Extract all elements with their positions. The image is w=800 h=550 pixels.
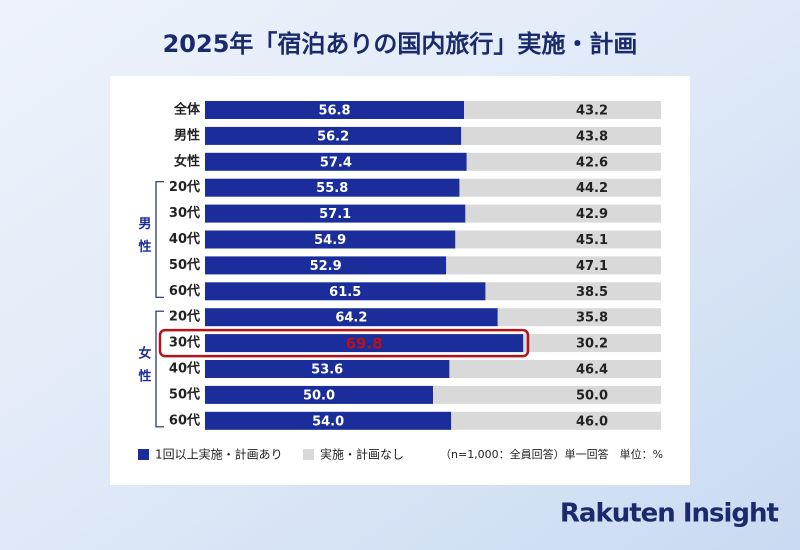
bar-segment <box>205 411 452 430</box>
bar-segment <box>205 126 462 145</box>
y-tick-label: 30代 <box>169 205 200 221</box>
value-label: 50.0 <box>303 388 335 403</box>
group-bracket <box>155 181 164 298</box>
y-tick-label: 50代 <box>169 386 200 402</box>
y-tick-label: 全体 <box>173 102 201 118</box>
legend-label: 実施・計画なし <box>320 447 404 462</box>
value-label: 57.4 <box>320 155 352 170</box>
legend-swatch <box>138 449 149 460</box>
y-tick-label: 女性 <box>174 153 200 169</box>
y-tick-label: 20代 <box>169 179 200 195</box>
bar-segment <box>455 230 661 249</box>
y-tick-label: 60代 <box>169 412 200 428</box>
bar-segment <box>433 385 661 404</box>
value-label: 56.8 <box>318 104 350 119</box>
y-tick-label: 20代 <box>169 309 200 325</box>
bar-segment <box>451 411 661 430</box>
value-label: 46.0 <box>576 414 608 429</box>
value-label: 50.0 <box>576 388 608 403</box>
brand-logo: Rakuten Insight <box>560 499 779 529</box>
value-label: 56.2 <box>317 129 349 144</box>
value-label: 57.1 <box>319 207 351 222</box>
value-label: 61.5 <box>329 285 361 300</box>
legend-swatch <box>303 449 314 460</box>
y-tick-label: 60代 <box>169 283 200 299</box>
value-label: 42.9 <box>576 207 608 222</box>
group-label: 女性 <box>136 345 152 392</box>
legend-label: 1回以上実施・計画あり <box>155 447 283 462</box>
value-label: 52.9 <box>310 259 342 274</box>
bar-segment <box>205 385 433 404</box>
value-label: 43.2 <box>576 104 608 119</box>
bar-segment <box>205 230 456 249</box>
bar-segment <box>205 152 467 171</box>
y-tick-label: 30代 <box>169 335 200 351</box>
group-bracket <box>155 310 164 428</box>
bar-segment <box>464 101 661 119</box>
y-tick-label: 男性 <box>174 127 200 143</box>
group-label: 男性 <box>136 217 152 263</box>
value-label: 47.1 <box>576 259 608 274</box>
value-label: 45.1 <box>576 233 608 248</box>
value-label: 43.8 <box>576 129 608 144</box>
bar-segment <box>497 308 661 327</box>
y-tick-label: 40代 <box>169 231 200 247</box>
bar-segment <box>205 360 450 378</box>
value-label: 54.9 <box>314 233 346 248</box>
bar-segment <box>205 204 466 223</box>
bar-segment <box>523 334 661 353</box>
bar-segment <box>459 178 661 197</box>
bar-segment <box>446 256 661 275</box>
value-label: 42.6 <box>576 155 608 170</box>
y-tick-label: 50代 <box>169 257 200 273</box>
value-label: 64.2 <box>335 311 367 326</box>
bar-segment <box>449 360 661 378</box>
value-label: 44.2 <box>576 181 608 196</box>
bar-segment <box>205 256 447 275</box>
value-label: 38.5 <box>576 285 608 300</box>
value-label: 54.0 <box>312 414 344 429</box>
value-label: 30.2 <box>576 337 608 352</box>
bar-segment <box>466 152 661 171</box>
bar-segment <box>205 101 465 119</box>
note: （n=1,000：全員回答）単一回答 単位：% <box>440 447 663 461</box>
highlight-frame <box>158 328 530 358</box>
bar-segment <box>205 282 486 301</box>
bar-segment <box>485 282 661 301</box>
bar-segment <box>205 308 498 327</box>
value-label: 46.4 <box>576 363 608 378</box>
y-tick-label: 40代 <box>169 361 200 377</box>
value-label: 69.8 <box>346 335 383 353</box>
bar-segment <box>205 334 524 353</box>
bar-segment <box>461 126 661 145</box>
value-label: 55.8 <box>316 181 348 196</box>
bar-segment <box>205 178 460 197</box>
bar-segment <box>465 204 661 223</box>
value-label: 53.6 <box>311 363 343 378</box>
chart-title: 2025年「宿泊ありの国内旅行」実施・計画 <box>163 30 638 58</box>
value-label: 35.8 <box>576 311 608 326</box>
